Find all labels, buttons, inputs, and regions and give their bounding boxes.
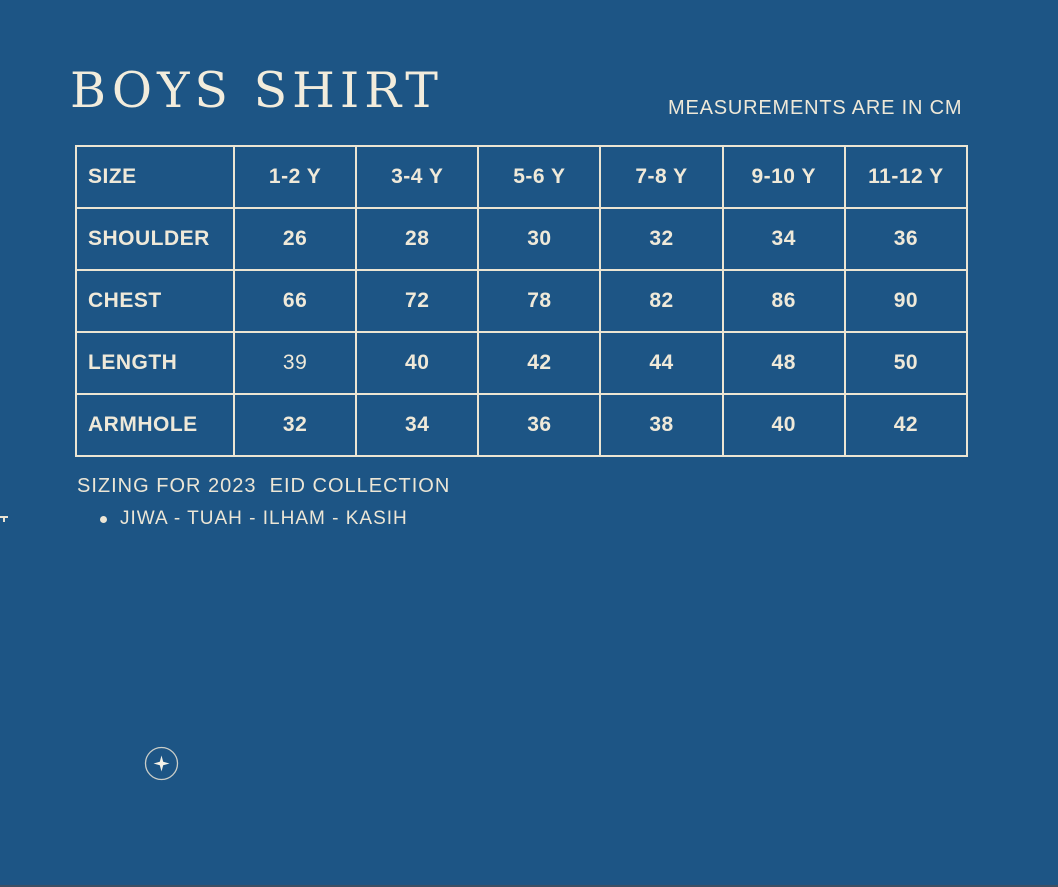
cell-value: 39 — [232, 331, 358, 395]
cell-value: 30 — [477, 207, 602, 271]
cell-value: 36 — [477, 393, 602, 457]
cell-value: 38 — [599, 393, 724, 457]
cell-value: 86 — [721, 269, 846, 333]
table-row-length: LENGTH 39 40 42 44 48 50 — [75, 331, 969, 395]
cell-value: 32 — [599, 207, 724, 271]
col-header-3-4y: 3-4 Y — [355, 145, 480, 209]
cell-value: 28 — [355, 207, 480, 271]
row-label-shoulder: SHOULDER — [75, 207, 235, 271]
row-label-length: LENGTH — [75, 331, 235, 395]
bullet-dot — [100, 515, 107, 523]
cell-value: 32 — [232, 393, 358, 457]
collection-note: SIZING FOR 2023 EID COLLECTION — [77, 475, 451, 497]
left-edge-artifact-icon — [0, 516, 8, 522]
cell-value: 40 — [355, 331, 480, 395]
bottom-edge-line — [0, 885, 1058, 887]
cell-value: 34 — [355, 393, 480, 457]
cell-value: 36 — [843, 207, 969, 271]
collection-names: JIWA - TUAH - ILHAM - KASIH — [120, 508, 408, 529]
cell-value: 34 — [721, 207, 846, 271]
table-header-row: SIZE 1-2 Y 3-4 Y 5-6 Y 7-8 Y 9-10 Y 11-1… — [75, 145, 969, 209]
table-row-chest: CHEST 66 72 78 82 86 90 — [75, 269, 969, 333]
row-label-armhole: ARMHOLE — [75, 393, 235, 457]
cell-value: 42 — [477, 331, 602, 395]
row-label-chest: CHEST — [75, 269, 235, 333]
cell-value: 48 — [721, 331, 846, 395]
col-header-5-6y: 5-6 Y — [477, 145, 602, 209]
size-table: SIZE 1-2 Y 3-4 Y 5-6 Y 7-8 Y 9-10 Y 11-1… — [75, 145, 969, 457]
col-header-7-8y: 7-8 Y — [599, 145, 724, 209]
cell-value: 26 — [232, 207, 358, 271]
units-note: MEASUREMENTS ARE IN CM — [668, 97, 963, 119]
cell-value: 50 — [843, 331, 969, 395]
table-row-shoulder: SHOULDER 26 28 30 32 34 36 — [75, 207, 969, 271]
sparkle-in-circle-icon — [144, 746, 179, 781]
collection-list-item: JIWA - TUAH - ILHAM - KASIH — [100, 508, 408, 530]
cell-value: 82 — [599, 269, 724, 333]
cell-value: 66 — [232, 269, 358, 333]
table-row-armhole: ARMHOLE 32 34 36 38 40 42 — [75, 393, 969, 457]
page-title: BOYS SHIRT — [70, 62, 443, 119]
cell-value: 40 — [721, 393, 846, 457]
col-header-size: SIZE — [75, 145, 235, 209]
cell-value: 44 — [599, 331, 724, 395]
cell-value: 90 — [843, 269, 969, 333]
cell-value: 78 — [477, 269, 602, 333]
col-header-11-12y: 11-12 Y — [843, 145, 969, 209]
col-header-1-2y: 1-2 Y — [232, 145, 358, 209]
col-header-9-10y: 9-10 Y — [721, 145, 846, 209]
cell-value: 42 — [843, 393, 969, 457]
cell-value: 72 — [355, 269, 480, 333]
